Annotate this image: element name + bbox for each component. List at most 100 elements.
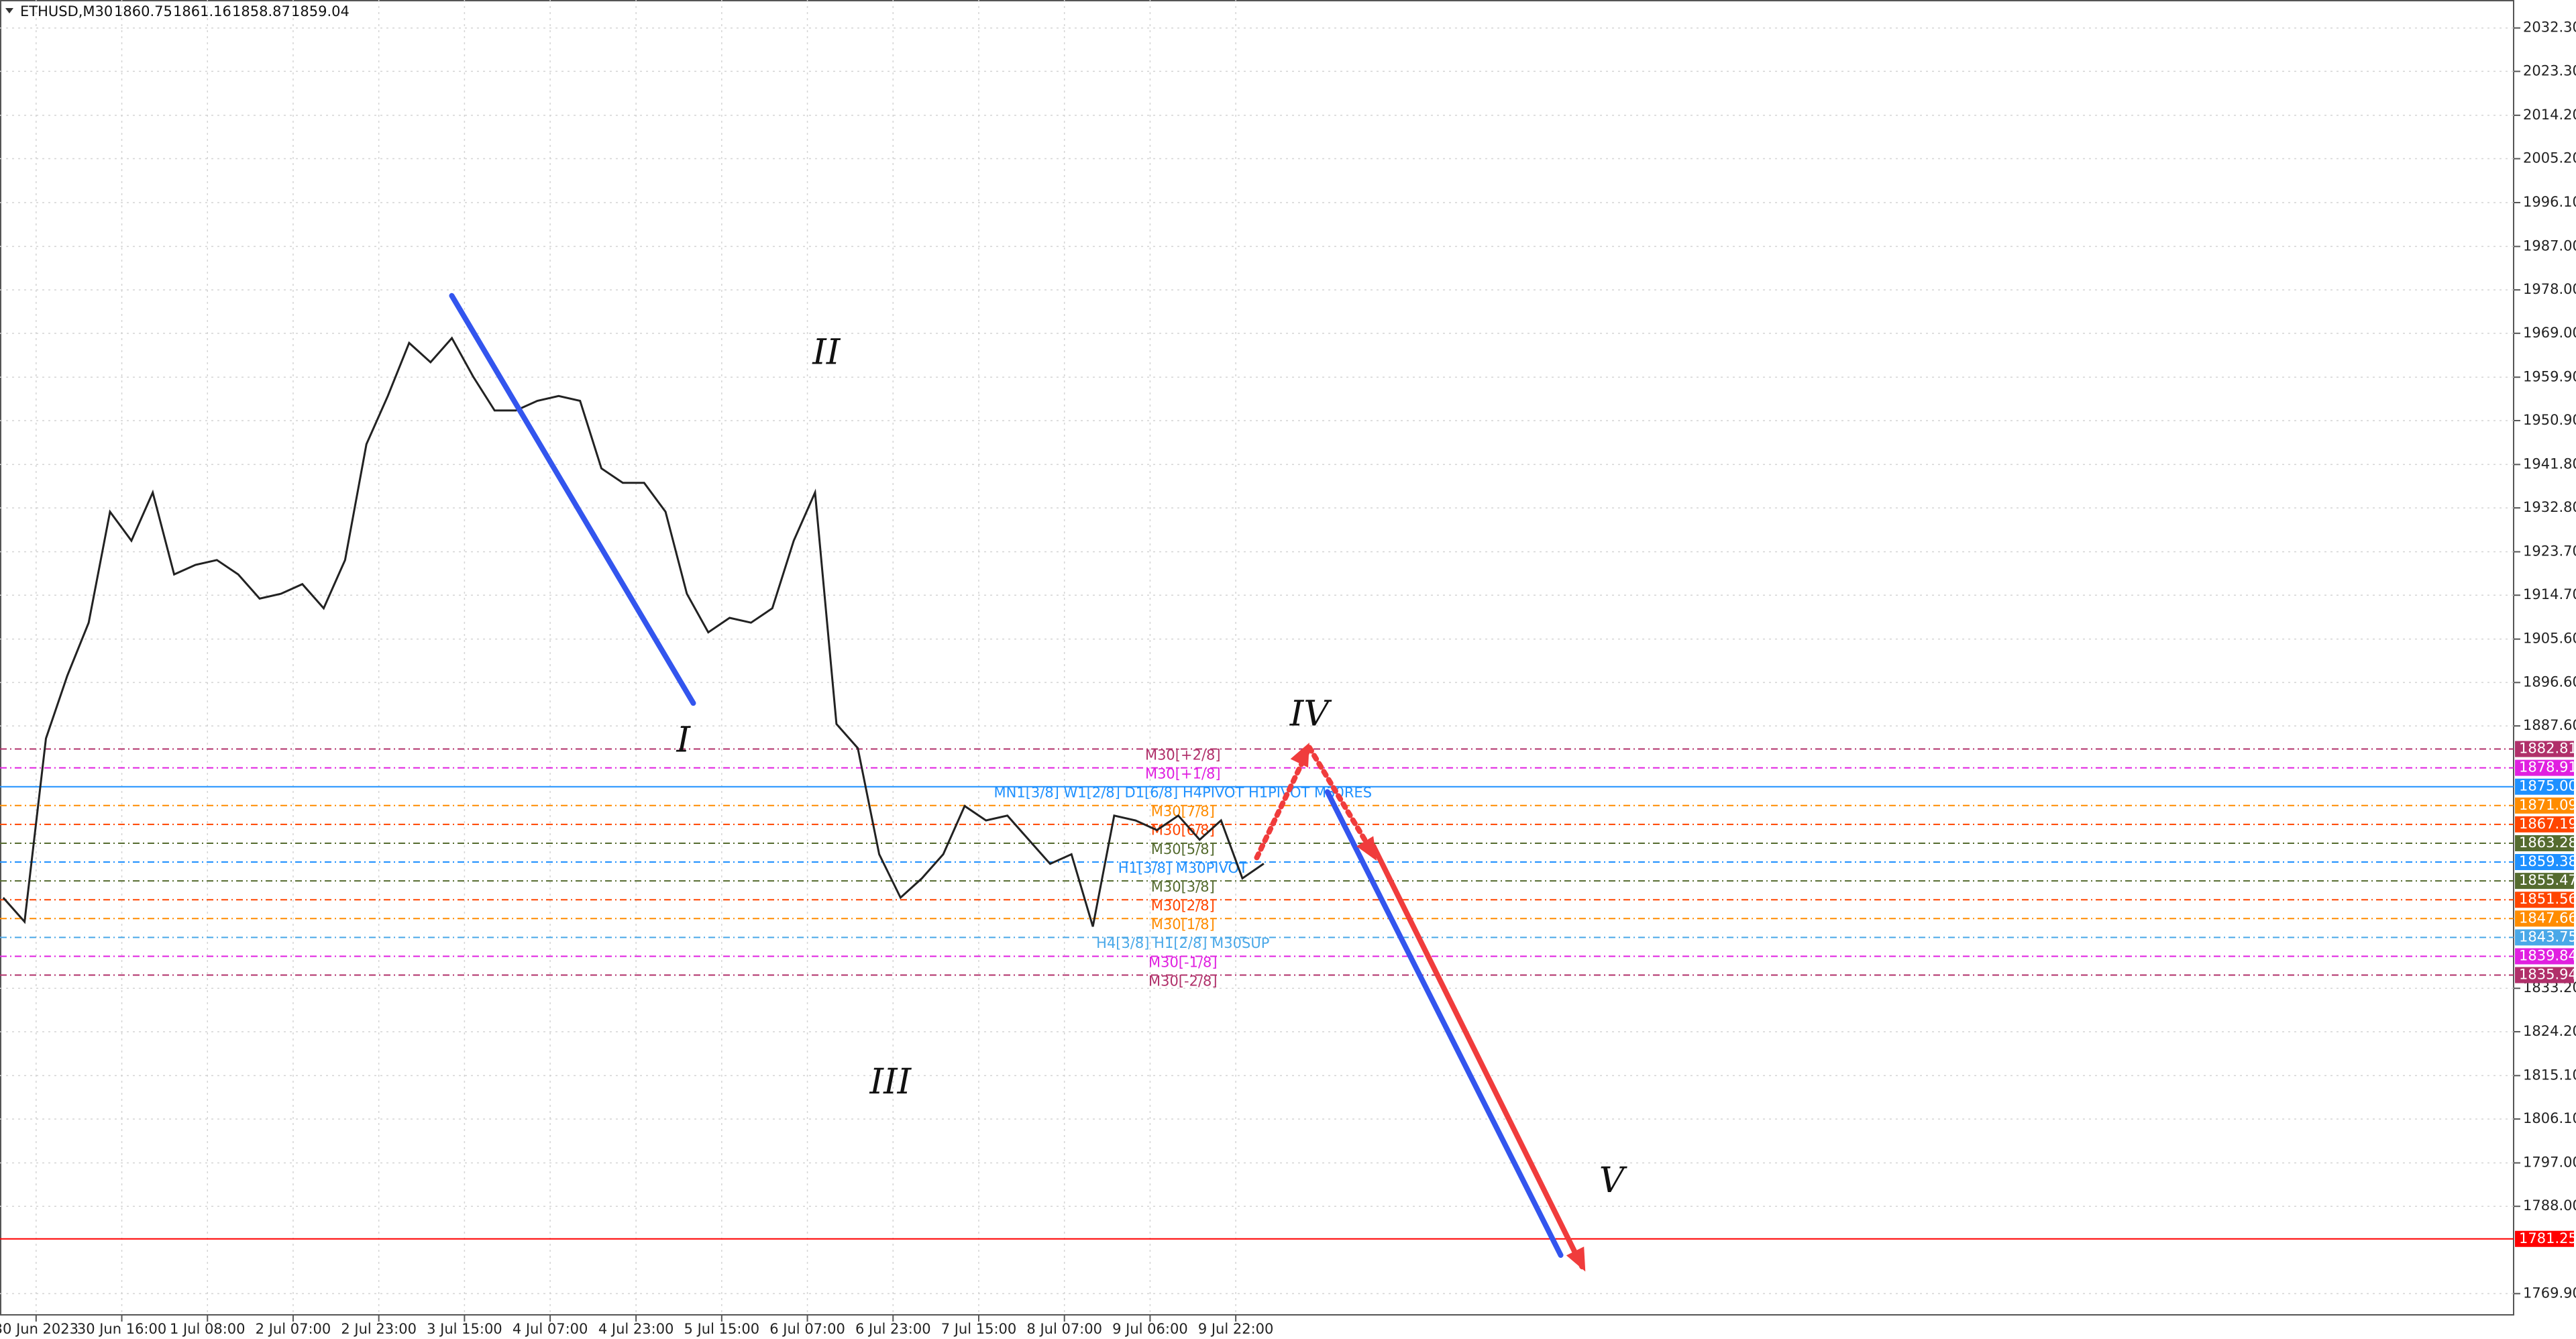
- y-tick-label: 1950.90: [2523, 412, 2576, 428]
- y-tick-label: 2023.30: [2523, 62, 2576, 78]
- level-text: M30[-2/8]: [1148, 973, 1218, 989]
- ohlc-value: 1858.87: [232, 3, 290, 19]
- level-price-box: [2515, 741, 2574, 757]
- x-tick-label: 4 Jul 07:00: [513, 1321, 588, 1337]
- level-price-label: 1851.56: [2519, 891, 2576, 907]
- y-tick-label: 1896.60: [2523, 674, 2576, 690]
- level-price-box: [2515, 835, 2574, 851]
- price-line: [2, 336, 1265, 927]
- wave-label: I: [676, 720, 692, 760]
- wave-label: V: [1599, 1161, 1627, 1201]
- level-price-label: 1843.75: [2519, 928, 2576, 945]
- level-price-label: 1839.84: [2519, 947, 2576, 963]
- trend-line: [449, 292, 696, 706]
- x-tick-label: 7 Jul 15:00: [941, 1321, 1017, 1337]
- x-tick-label: 2 Jul 23:00: [341, 1321, 417, 1337]
- ohlc-value: 1861.16: [173, 3, 231, 19]
- wave-label: III: [869, 1062, 912, 1102]
- level-text: H1[3/8] M30PIVOT: [1118, 860, 1248, 876]
- ohlc-value: 1860.75: [114, 3, 172, 19]
- x-tick-label: 9 Jul 06:00: [1112, 1321, 1188, 1337]
- level-price-label: 1878.91: [2519, 759, 2576, 775]
- level-text: M30[3/8]: [1151, 879, 1215, 895]
- level-text: M30[-1/8]: [1148, 954, 1218, 970]
- symbol: ETHUSD,M30: [20, 3, 113, 19]
- y-tick-label: 1788.00: [2523, 1197, 2576, 1214]
- x-tick-label: 30 Jun 2023: [0, 1321, 78, 1337]
- y-tick-label: 1987.00: [2523, 237, 2576, 254]
- level-price-box: [2515, 929, 2574, 946]
- level-price-label: 1871.09: [2519, 797, 2576, 813]
- level-text: M30[1/8]: [1151, 916, 1215, 932]
- y-tick-label: 2032.30: [2523, 19, 2576, 36]
- ohlc-value: 1859.04: [291, 3, 350, 19]
- y-tick-label: 1914.70: [2523, 586, 2576, 602]
- y-tick-label: 1969.00: [2523, 325, 2576, 341]
- trend-line: [1324, 789, 1564, 1258]
- x-tick-label: 4 Jul 23:00: [598, 1321, 674, 1337]
- projection-line: [1254, 745, 1312, 861]
- x-tick-label: 1 Jul 08:00: [170, 1321, 246, 1337]
- x-tick-label: 5 Jul 15:00: [684, 1321, 760, 1337]
- level-price-box: [2515, 967, 2574, 983]
- level-price-box: [2515, 1230, 2574, 1247]
- level-text: M30[+1/8]: [1145, 765, 1221, 782]
- y-tick-label: 1797.00: [2523, 1155, 2576, 1171]
- x-tick-label: 2 Jul 07:00: [256, 1321, 331, 1337]
- wave-label: II: [812, 332, 841, 372]
- level-price-box: [2515, 797, 2574, 814]
- level-price-box: [2515, 778, 2574, 795]
- y-tick-label: 2005.20: [2523, 150, 2576, 166]
- y-tick-label: 1769.90: [2523, 1285, 2576, 1301]
- level-price-label: 1847.66: [2519, 910, 2576, 926]
- level-price-box: [2515, 816, 2574, 833]
- y-tick-label: 1923.70: [2523, 543, 2576, 559]
- x-tick-label: 6 Jul 07:00: [769, 1321, 845, 1337]
- level-text: H4[3/8] H1[2/8] M30SUP: [1096, 935, 1269, 951]
- x-tick-label: 6 Jul 23:00: [855, 1321, 931, 1337]
- trend-line: [1371, 843, 1585, 1270]
- x-tick-label: 3 Jul 15:00: [427, 1321, 502, 1337]
- x-tick-label: 30 Jun 16:00: [77, 1321, 166, 1337]
- y-tick-label: 1905.60: [2523, 631, 2576, 647]
- arrow-head: [1290, 742, 1309, 768]
- level-price-box: [2515, 873, 2574, 890]
- level-text: M30[7/8]: [1151, 804, 1215, 820]
- arrow-head: [1566, 1246, 1586, 1272]
- menu-arrow: [5, 8, 13, 13]
- wave-label: IV: [1289, 694, 1332, 734]
- level-price-box: [2515, 892, 2574, 908]
- y-tick-label: 2014.20: [2523, 107, 2576, 123]
- level-price-box: [2515, 910, 2574, 927]
- arrow-head: [1356, 836, 1377, 861]
- y-tick-label: 1932.80: [2523, 499, 2576, 515]
- level-price-label: 1863.28: [2519, 835, 2576, 851]
- y-tick-label: 1887.60: [2523, 717, 2576, 733]
- level-text: MN1[3/8] W1[2/8] D1[6/8] H4PIVOT H1PIVOT…: [994, 784, 1373, 800]
- y-tick-label: 1978.00: [2523, 281, 2576, 297]
- level-price-box: [2515, 759, 2574, 776]
- level-price-label: 1855.47: [2519, 872, 2576, 888]
- level-price-label: 1882.81: [2519, 741, 2576, 757]
- x-tick-label: 9 Jul 22:00: [1198, 1321, 1274, 1337]
- level-price-label: 1875.00: [2519, 778, 2576, 794]
- level-text: M30[+2/8]: [1145, 747, 1221, 763]
- level-text: M30[2/8]: [1151, 898, 1215, 914]
- level-price-label: 1859.38: [2519, 853, 2576, 869]
- y-tick-label: 1806.10: [2523, 1110, 2576, 1126]
- projection-line: [1306, 745, 1377, 857]
- y-tick-label: 1824.20: [2523, 1023, 2576, 1039]
- level-text: M30[5/8]: [1151, 841, 1215, 857]
- y-tick-label: 1941.80: [2523, 456, 2576, 472]
- level-price-box: [2515, 948, 2574, 965]
- level-price-label: 1867.19: [2519, 816, 2576, 832]
- x-tick-label: 8 Jul 07:00: [1026, 1321, 1102, 1337]
- level-price-label: 1835.94: [2519, 967, 2576, 983]
- plot-frame: [0, 0, 2514, 1316]
- level-price-label: 1781.25: [2519, 1230, 2576, 1246]
- y-tick-label: 1959.90: [2523, 368, 2576, 384]
- y-tick-label: 1996.10: [2523, 194, 2576, 210]
- y-tick-label: 1815.10: [2523, 1067, 2576, 1083]
